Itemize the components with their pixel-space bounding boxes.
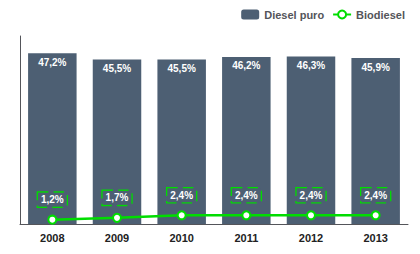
svg-text:2,4%: 2,4% (300, 190, 323, 201)
svg-text:2013: 2013 (363, 232, 387, 244)
svg-text:2011: 2011 (234, 232, 258, 244)
svg-text:2,4%: 2,4% (235, 190, 258, 201)
svg-text:Biodiesel: Biodiesel (356, 9, 405, 21)
svg-text:2009: 2009 (105, 232, 129, 244)
svg-text:45,5%: 45,5% (167, 63, 195, 74)
svg-text:45,5%: 45,5% (103, 63, 131, 74)
svg-text:Diesel puro: Diesel puro (264, 9, 324, 21)
svg-text:2010: 2010 (169, 232, 193, 244)
svg-text:2,4%: 2,4% (364, 190, 387, 201)
svg-text:2008: 2008 (40, 232, 64, 244)
svg-text:45,9%: 45,9% (361, 62, 389, 73)
svg-text:1,2%: 1,2% (41, 194, 64, 205)
svg-text:46,2%: 46,2% (232, 60, 260, 71)
svg-text:47,2%: 47,2% (38, 57, 66, 68)
svg-text:1,7%: 1,7% (106, 192, 129, 203)
svg-text:2,4%: 2,4% (170, 190, 193, 201)
svg-text:46,3%: 46,3% (297, 60, 325, 71)
svg-text:2012: 2012 (299, 232, 323, 244)
